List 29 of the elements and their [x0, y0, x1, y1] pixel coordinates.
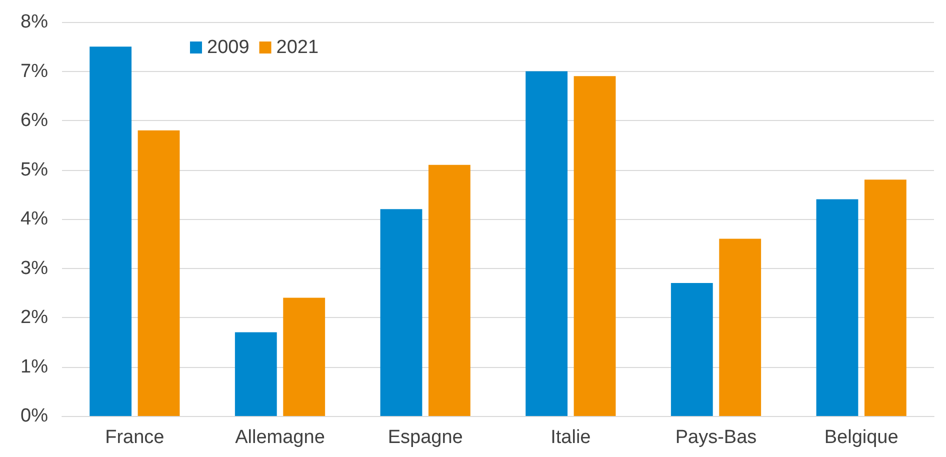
bar [719, 238, 762, 416]
legend-label: 2009 [207, 37, 250, 58]
bar [283, 298, 326, 416]
y-tick-label: 6% [20, 110, 48, 131]
legend-label: 2021 [276, 37, 319, 58]
y-tick-label: 7% [20, 60, 48, 82]
y-tick-label: 5% [20, 159, 48, 180]
bar [526, 71, 568, 416]
y-tick-label: 8% [20, 12, 48, 32]
x-tick-label: Pays-Bas [675, 427, 757, 448]
x-tick-label: Italie [550, 427, 591, 448]
y-tick-label: 1% [20, 356, 48, 378]
bar [428, 164, 470, 416]
bar [138, 130, 180, 416]
bar [574, 76, 616, 416]
y-tick-label: 4% [20, 208, 48, 230]
bar [864, 180, 906, 416]
y-tick-label: 2% [20, 307, 48, 328]
x-tick-label: Espagne [388, 427, 463, 448]
bar [670, 283, 713, 416]
bar [234, 332, 277, 416]
x-tick-label: Belgique [824, 427, 898, 448]
x-tick-label: Allemagne [235, 427, 325, 448]
y-tick-label: 0% [20, 406, 48, 426]
bar [380, 209, 422, 416]
bar [816, 199, 858, 416]
bar [90, 46, 132, 416]
x-tick-label: France [105, 427, 164, 448]
y-tick-label: 3% [20, 258, 48, 279]
